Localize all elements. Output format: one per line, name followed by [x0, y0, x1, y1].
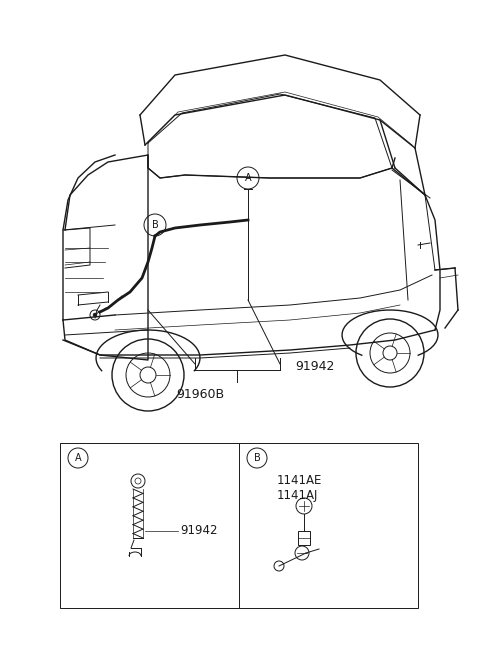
Text: A: A — [245, 173, 252, 183]
Text: 91960B: 91960B — [176, 388, 224, 402]
Text: 91942: 91942 — [180, 525, 217, 538]
Circle shape — [93, 313, 97, 317]
Text: A: A — [75, 453, 81, 463]
Bar — [60, 443, 418, 608]
Text: 91942: 91942 — [295, 360, 335, 373]
Text: 1141AE: 1141AE — [277, 474, 323, 487]
Text: B: B — [152, 220, 158, 230]
Text: B: B — [253, 453, 260, 463]
Bar — [298, 531, 310, 545]
Text: 1141AJ: 1141AJ — [277, 489, 318, 502]
